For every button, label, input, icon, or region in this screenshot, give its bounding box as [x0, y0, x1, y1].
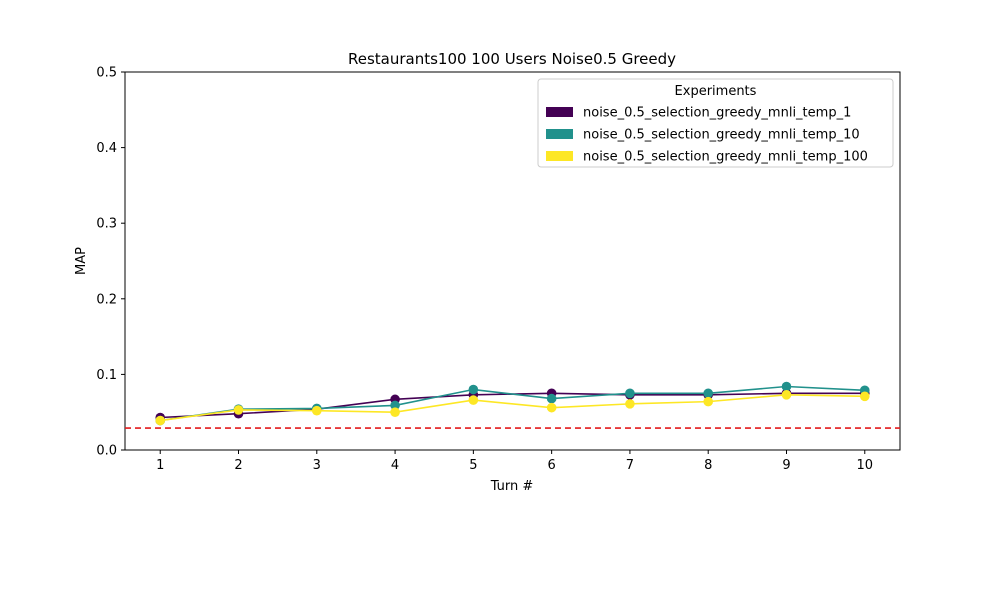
- legend-swatch: [546, 107, 573, 117]
- x-tick-label: 7: [626, 458, 634, 473]
- legend-swatch: [546, 151, 573, 161]
- x-axis: 1 2 3 4 5 6 7 8 9 10: [156, 450, 873, 473]
- series-point: [155, 415, 166, 426]
- series-3: [155, 390, 870, 426]
- legend: Experiments noise_0.5_selection_greedy_m…: [537, 78, 894, 168]
- y-tick-label: 0.2: [96, 292, 117, 307]
- x-tick-label: 5: [469, 458, 477, 473]
- x-axis-label: Turn #: [490, 479, 534, 494]
- y-tick-label: 0.1: [96, 368, 117, 383]
- series-point: [625, 399, 635, 409]
- y-tick-label: 0.5: [96, 66, 117, 81]
- plot-area-frame: [124, 71, 901, 451]
- legend-title: Experiments: [675, 84, 757, 99]
- series-point: [390, 407, 400, 418]
- series-point: [546, 402, 557, 413]
- series-point: [781, 390, 792, 400]
- series-point: [311, 405, 322, 416]
- x-tick-label: 2: [234, 458, 242, 473]
- series-point: [546, 393, 557, 404]
- series-line: [160, 394, 865, 422]
- series-point: [703, 388, 714, 399]
- legend-label: noise_0.5_selection_greedy_mnli_temp_10: [583, 128, 860, 143]
- legend-entries: noise_0.5_selection_greedy_mnli_temp_1no…: [546, 106, 868, 165]
- y-axis: 0.0 0.1 0.2 0.3 0.4 0.5: [96, 66, 125, 459]
- series-line: [160, 385, 865, 422]
- series-point: [781, 381, 792, 392]
- x-tick-label: 4: [391, 458, 399, 473]
- legend-label: noise_0.5_selection_greedy_mnli_temp_100: [583, 150, 868, 165]
- legend-box: [537, 78, 894, 168]
- x-tick-label: 8: [704, 458, 712, 473]
- y-tick-label: 0.4: [96, 141, 117, 156]
- y-tick-label: 0.0: [96, 444, 117, 459]
- x-tick-label: 1: [156, 458, 164, 473]
- series-point: [703, 396, 714, 407]
- series-point: [390, 400, 400, 411]
- series-point: [468, 384, 479, 395]
- series-point: [468, 395, 479, 405]
- chart-title: Restaurants100 100 Users Noise0.5 Greedy: [348, 50, 676, 68]
- series-point: [859, 391, 870, 402]
- legend-swatch: [546, 129, 573, 139]
- series-point: [625, 388, 635, 399]
- x-tick-label: 3: [313, 458, 321, 473]
- y-axis-label: MAP: [74, 247, 89, 275]
- legend-label: noise_0.5_selection_greedy_mnli_temp_1: [583, 106, 851, 121]
- series-layer: [155, 381, 870, 426]
- x-tick-label: 9: [782, 458, 790, 473]
- y-tick-label: 0.3: [96, 217, 117, 232]
- series-point: [233, 405, 244, 415]
- x-tick-label: 6: [548, 458, 556, 473]
- x-tick-label: 10: [856, 458, 873, 473]
